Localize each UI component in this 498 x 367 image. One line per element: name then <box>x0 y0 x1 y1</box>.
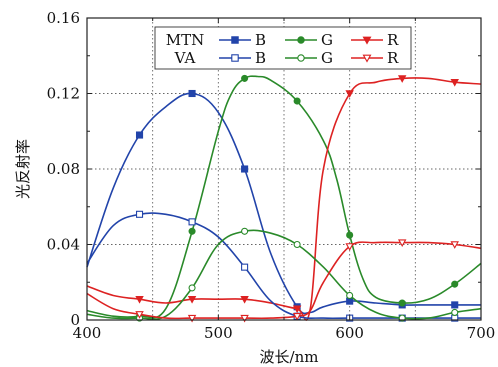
data-point <box>346 231 354 239</box>
data-point <box>188 89 196 98</box>
data-point <box>241 165 249 173</box>
x-tick-label: 400 <box>73 324 102 342</box>
data-point <box>398 299 406 307</box>
series-va-r <box>86 239 482 323</box>
data-point <box>346 297 354 305</box>
legend-item-va-b: B <box>219 49 266 67</box>
legend: MTN B G R VA B G R <box>154 26 412 70</box>
legend-item-mtn-g: G <box>285 31 333 49</box>
data-point <box>187 296 197 304</box>
series-line <box>86 77 482 321</box>
data-point <box>187 314 197 323</box>
data-point <box>188 218 196 226</box>
legend-row-label: MTN <box>166 31 205 49</box>
legend-label: R <box>387 49 399 67</box>
y-tick-label: 0.04 <box>47 236 80 254</box>
legend-item-va-g: G <box>285 49 333 67</box>
data-point <box>241 227 249 235</box>
series-line <box>86 92 481 315</box>
y-tick-label: 0.16 <box>47 9 80 27</box>
data-point <box>135 311 144 319</box>
legend-item-va-r: R <box>351 49 399 67</box>
legend-label: B <box>255 31 266 49</box>
legend-marker <box>231 54 239 62</box>
data-point <box>450 78 459 87</box>
y-axis-label: 光反射率 <box>14 139 32 199</box>
data-point <box>135 296 144 304</box>
y-tick-label: 0.12 <box>47 85 80 103</box>
data-point <box>292 313 302 321</box>
y-tick-label: 0 <box>70 311 80 329</box>
x-tick-label: 700 <box>467 324 496 342</box>
data-point <box>292 305 302 314</box>
data-point <box>135 210 144 218</box>
data-point <box>241 263 249 271</box>
data-point <box>188 284 196 292</box>
data-point <box>345 90 354 98</box>
legend-marker <box>297 36 305 44</box>
data-point <box>451 280 459 288</box>
legend-item-mtn-b: B <box>219 31 266 49</box>
data-point <box>241 74 249 82</box>
data-point <box>188 227 196 235</box>
x-tick-label: 600 <box>335 324 364 342</box>
legend-marker <box>297 54 305 62</box>
legend-marker <box>362 54 372 63</box>
legend-marker <box>231 36 239 44</box>
legend-marker <box>362 36 372 45</box>
data-point <box>293 240 301 249</box>
legend-row-label: VA <box>174 49 196 67</box>
data-point <box>240 296 249 304</box>
data-point <box>397 239 407 248</box>
legend-label: G <box>321 31 333 49</box>
data-point <box>345 243 354 251</box>
x-tick-label: 500 <box>204 324 233 342</box>
data-point <box>397 75 407 83</box>
legend-item-mtn-r: R <box>351 31 399 49</box>
grid-layer <box>87 18 481 320</box>
data-point <box>135 131 144 139</box>
legend-box <box>154 26 412 70</box>
data-point <box>451 308 459 317</box>
series-mtn-r <box>86 75 482 321</box>
series-mtn-g <box>86 74 482 320</box>
data-point <box>451 301 459 309</box>
data-point <box>240 314 249 323</box>
series-line <box>86 75 482 319</box>
legend-label: R <box>387 31 399 49</box>
x-axis-label: 波长/nm <box>260 348 319 366</box>
legend-label: G <box>321 49 333 67</box>
y-tick-label: 0.08 <box>47 160 80 178</box>
axes-layer: 400 500 600 700 0 0.04 0.08 0.12 0.16 <box>47 9 496 342</box>
data-point <box>346 291 354 300</box>
legend-label: B <box>255 49 266 67</box>
data-point <box>450 241 459 249</box>
data-point <box>293 97 301 105</box>
